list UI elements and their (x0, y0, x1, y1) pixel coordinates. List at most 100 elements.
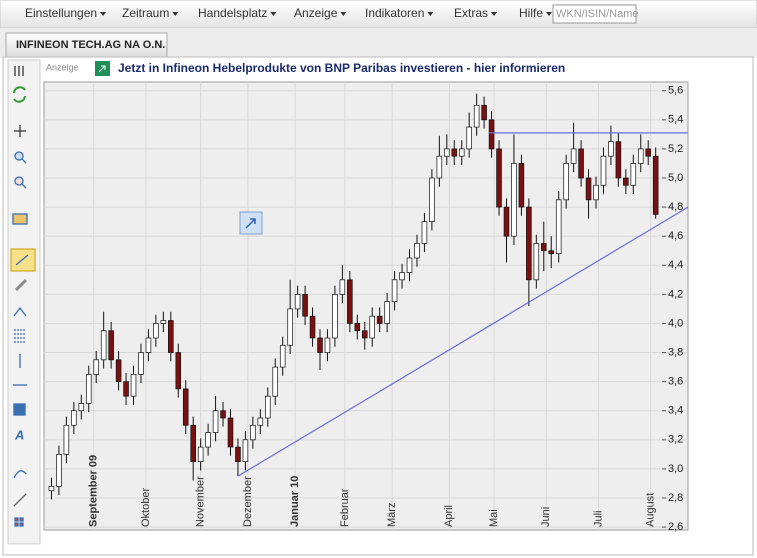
candle-body (399, 272, 405, 281)
candle-body (324, 337, 331, 353)
candle-body (652, 155, 659, 215)
ad-label: Anzeige (46, 62, 79, 72)
candle-body (265, 395, 271, 419)
candle-body (153, 323, 159, 339)
candle-body (376, 315, 383, 324)
candle-body (518, 163, 525, 208)
candle-body (242, 439, 249, 462)
trend-line (237, 206, 689, 477)
menu-item[interactable]: Handelsplatz (198, 6, 267, 20)
y-tick-label: 5,2 (668, 143, 683, 155)
y-tick-label: 3,2 (668, 434, 683, 446)
x-tick-label: Dezember (242, 476, 254, 527)
popout-arrow (245, 218, 256, 229)
candle-body (533, 243, 540, 281)
candle-body (458, 148, 465, 157)
menu-item[interactable]: Hilfe (519, 6, 543, 20)
menu-item[interactable]: Indikatoren (365, 6, 424, 20)
tab-title: INFINEON TECH.AG NA O.N. (16, 39, 165, 51)
y-tick-label: 3,8 (668, 346, 683, 358)
candle-body (347, 279, 353, 324)
menu-arrow (340, 12, 347, 16)
y-tick-label: 4,8 (668, 201, 683, 213)
menu-arrow (270, 12, 277, 16)
y-tick-label: 5,4 (668, 114, 683, 126)
y-tick-label: 3,6 (668, 376, 683, 388)
candle-body (48, 486, 55, 492)
menu-item[interactable]: Einstellungen (25, 6, 97, 20)
candle-body (205, 432, 211, 448)
candle-body (429, 177, 435, 222)
candle-body (138, 352, 144, 375)
ad-icon-arrow (98, 65, 106, 73)
candle-body (115, 359, 122, 382)
candle-body (272, 366, 279, 397)
candle-body (421, 221, 428, 244)
search-box[interactable] (552, 4, 637, 24)
y-tick-label: 4,0 (668, 317, 683, 329)
y-tick-label: 4,6 (668, 230, 683, 242)
candle-body (287, 308, 293, 346)
candle-body (361, 330, 368, 339)
candle-body (548, 250, 555, 254)
candle-body (175, 352, 182, 390)
candle-body (182, 388, 189, 426)
candle-body (555, 199, 562, 254)
candle-body (578, 148, 584, 179)
candle-body (637, 148, 644, 164)
x-tick-label: Januar 10 (289, 476, 301, 527)
menu-arrow (427, 12, 434, 16)
candle-body (585, 177, 592, 201)
candle-body (78, 403, 85, 412)
x-tick-label: August (645, 493, 657, 527)
y-tick-label: 4,4 (668, 259, 683, 271)
x-tick-label: Juli (592, 510, 604, 527)
candle-body (197, 446, 204, 462)
candle-body (466, 126, 472, 150)
candle-body (503, 206, 510, 237)
y-tick-label: 2,8 (668, 492, 683, 504)
toolbar (7, 59, 41, 545)
candle-body (85, 374, 92, 404)
candle-body (302, 294, 308, 317)
candle-body (294, 294, 301, 310)
candle-body (71, 410, 77, 426)
svg-text:A: A (14, 427, 24, 442)
candle-body (317, 337, 323, 353)
menu-item[interactable]: Extras (454, 6, 488, 20)
candle-body (473, 104, 480, 128)
candle-body (600, 155, 607, 186)
x-tick-label: April (443, 505, 455, 527)
y-tick-label: 3,0 (668, 463, 683, 475)
candle-body (93, 359, 99, 375)
candles (48, 93, 689, 500)
candle-body (615, 141, 622, 179)
candle-body (220, 410, 226, 419)
grid (44, 82, 688, 530)
candle-body (526, 206, 532, 281)
candle-body (391, 279, 398, 302)
x-tick-label: Mai (488, 509, 500, 527)
y-tick-label: 2,6 (668, 521, 683, 533)
candle-body (645, 148, 651, 157)
x-tick-label: Februar (339, 488, 351, 527)
candle-body (384, 301, 390, 324)
candle-body (250, 424, 256, 441)
candle-body (339, 279, 346, 295)
menu-item[interactable]: Anzeige (294, 6, 338, 20)
menu-item[interactable]: Zeitraum (122, 6, 169, 20)
candle-body (168, 320, 174, 353)
x-tick-label: Juni (540, 507, 552, 527)
candle-body (496, 148, 502, 208)
candle-body (100, 330, 107, 361)
menu-arrow (172, 12, 179, 16)
candle-body (108, 330, 114, 361)
candle-body (563, 163, 569, 201)
search-placeholder: WKN/ISIN/Name (556, 8, 639, 20)
candle-body (309, 315, 316, 339)
candle-body (212, 410, 219, 433)
menu-arrow (546, 12, 553, 16)
ad-link[interactable]: Jetzt in Infineon Hebelprodukte von BNP … (118, 61, 565, 75)
candle-body (145, 337, 152, 353)
